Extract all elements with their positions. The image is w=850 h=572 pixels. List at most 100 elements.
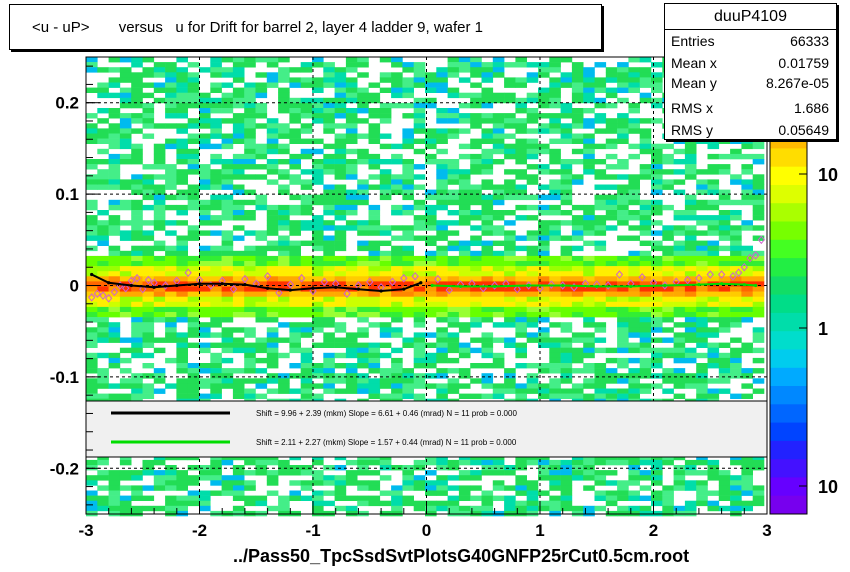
heatmap-cell <box>244 459 256 466</box>
heatmap-cell <box>684 301 697 308</box>
heatmap-cell <box>86 184 98 190</box>
heatmap-cell <box>639 332 652 338</box>
heatmap-cell <box>425 87 437 93</box>
heatmap-cell <box>391 505 403 512</box>
heatmap-cell <box>300 363 313 369</box>
heatmap-cell <box>605 204 618 211</box>
heatmap-cell <box>289 312 301 318</box>
marker-point <box>366 277 374 287</box>
heatmap-cell <box>266 475 279 481</box>
heatmap-cell <box>312 97 324 104</box>
heatmap-cell <box>323 352 335 359</box>
heatmap-cell <box>255 470 268 476</box>
heatmap-cell <box>131 72 143 78</box>
heatmap-cell <box>481 383 494 389</box>
heatmap-cell <box>210 266 222 272</box>
heatmap-cell <box>594 225 607 231</box>
heatmap-cell <box>391 210 403 216</box>
heatmap-cell <box>605 480 618 486</box>
heatmap-cell <box>402 62 414 68</box>
heatmap-cell <box>617 505 629 512</box>
heatmap-cell <box>481 230 494 236</box>
heatmap-cell <box>458 77 471 83</box>
heatmap-cell <box>458 92 471 99</box>
heatmap-cell <box>617 276 629 282</box>
heatmap-cell <box>97 261 109 267</box>
heatmap-cell <box>617 204 629 211</box>
heatmap-cell <box>119 159 132 165</box>
heatmap-cell <box>142 317 155 323</box>
heatmap-cell <box>323 291 335 297</box>
heatmap-cell <box>515 490 527 496</box>
heatmap-cell <box>447 230 460 236</box>
heatmap-cell <box>368 164 381 170</box>
heatmap-cell <box>108 225 121 231</box>
heatmap-cell <box>413 215 426 221</box>
heatmap-cell <box>232 327 245 333</box>
heatmap-cell <box>300 276 313 282</box>
heatmap-cell <box>481 347 494 354</box>
heatmap-cell <box>255 342 268 348</box>
heatmap-cell <box>504 118 516 124</box>
heatmap-cell <box>741 301 753 308</box>
heatmap-cell <box>707 459 720 466</box>
heatmap-cell <box>549 475 561 481</box>
heatmap-cell <box>594 113 607 119</box>
heatmap-cell <box>278 220 290 226</box>
heatmap-cell <box>549 169 561 175</box>
heatmap-cell <box>379 276 392 282</box>
heatmap-cell <box>549 276 561 282</box>
heatmap-cell <box>549 118 561 124</box>
heatmap-cell <box>108 261 121 267</box>
heatmap-cell <box>628 342 640 348</box>
heatmap-cell <box>391 291 403 297</box>
heatmap-cell <box>379 133 392 139</box>
heatmap-cell <box>447 317 460 323</box>
heatmap-cell <box>696 220 708 226</box>
heatmap-cell <box>639 138 652 144</box>
heatmap-cell <box>571 276 584 282</box>
heatmap-cell <box>447 378 460 384</box>
heatmap-cell <box>492 138 505 144</box>
heatmap-cell <box>413 77 426 83</box>
stat-value: 0.01759 <box>778 55 829 71</box>
heatmap-cell <box>436 480 448 486</box>
heatmap-cell <box>526 204 539 211</box>
heatmap-cell <box>741 291 753 297</box>
heatmap-cell <box>86 204 98 211</box>
heatmap-cell <box>617 485 629 491</box>
heatmap-cell <box>312 322 324 328</box>
heatmap-cell <box>334 92 347 99</box>
heatmap-cell <box>108 108 121 114</box>
heatmap-cell <box>221 291 234 297</box>
heatmap-cell <box>221 215 234 221</box>
heatmap-cell <box>752 306 765 313</box>
heatmap-cell <box>707 153 720 160</box>
heatmap-cell <box>718 378 731 384</box>
heatmap-cell <box>176 210 188 216</box>
heatmap-cell <box>368 210 381 216</box>
heatmap-cell <box>549 148 561 155</box>
heatmap-cell <box>131 143 143 150</box>
heatmap-cell <box>312 271 324 277</box>
heatmap-cell <box>345 199 358 206</box>
heatmap-cell <box>741 266 753 272</box>
heatmap-cell <box>583 312 595 318</box>
heatmap-cell <box>492 465 505 471</box>
heatmap-cell <box>278 271 290 277</box>
heatmap-cell <box>312 220 324 226</box>
heatmap-cell <box>289 194 301 201</box>
heatmap-cell <box>357 301 369 308</box>
heatmap-cell <box>176 143 188 150</box>
heatmap-cell <box>436 164 448 170</box>
heatmap-cell <box>119 312 132 318</box>
heatmap-cell <box>492 312 505 318</box>
heatmap-cell <box>662 255 674 262</box>
heatmap-cell <box>244 230 256 236</box>
heatmap-cell <box>368 230 381 236</box>
heatmap-cell <box>368 306 381 313</box>
heatmap-cell <box>583 67 595 73</box>
heatmap-cell <box>730 505 742 512</box>
heatmap-cell <box>583 153 595 160</box>
heatmap-cell <box>153 189 166 195</box>
